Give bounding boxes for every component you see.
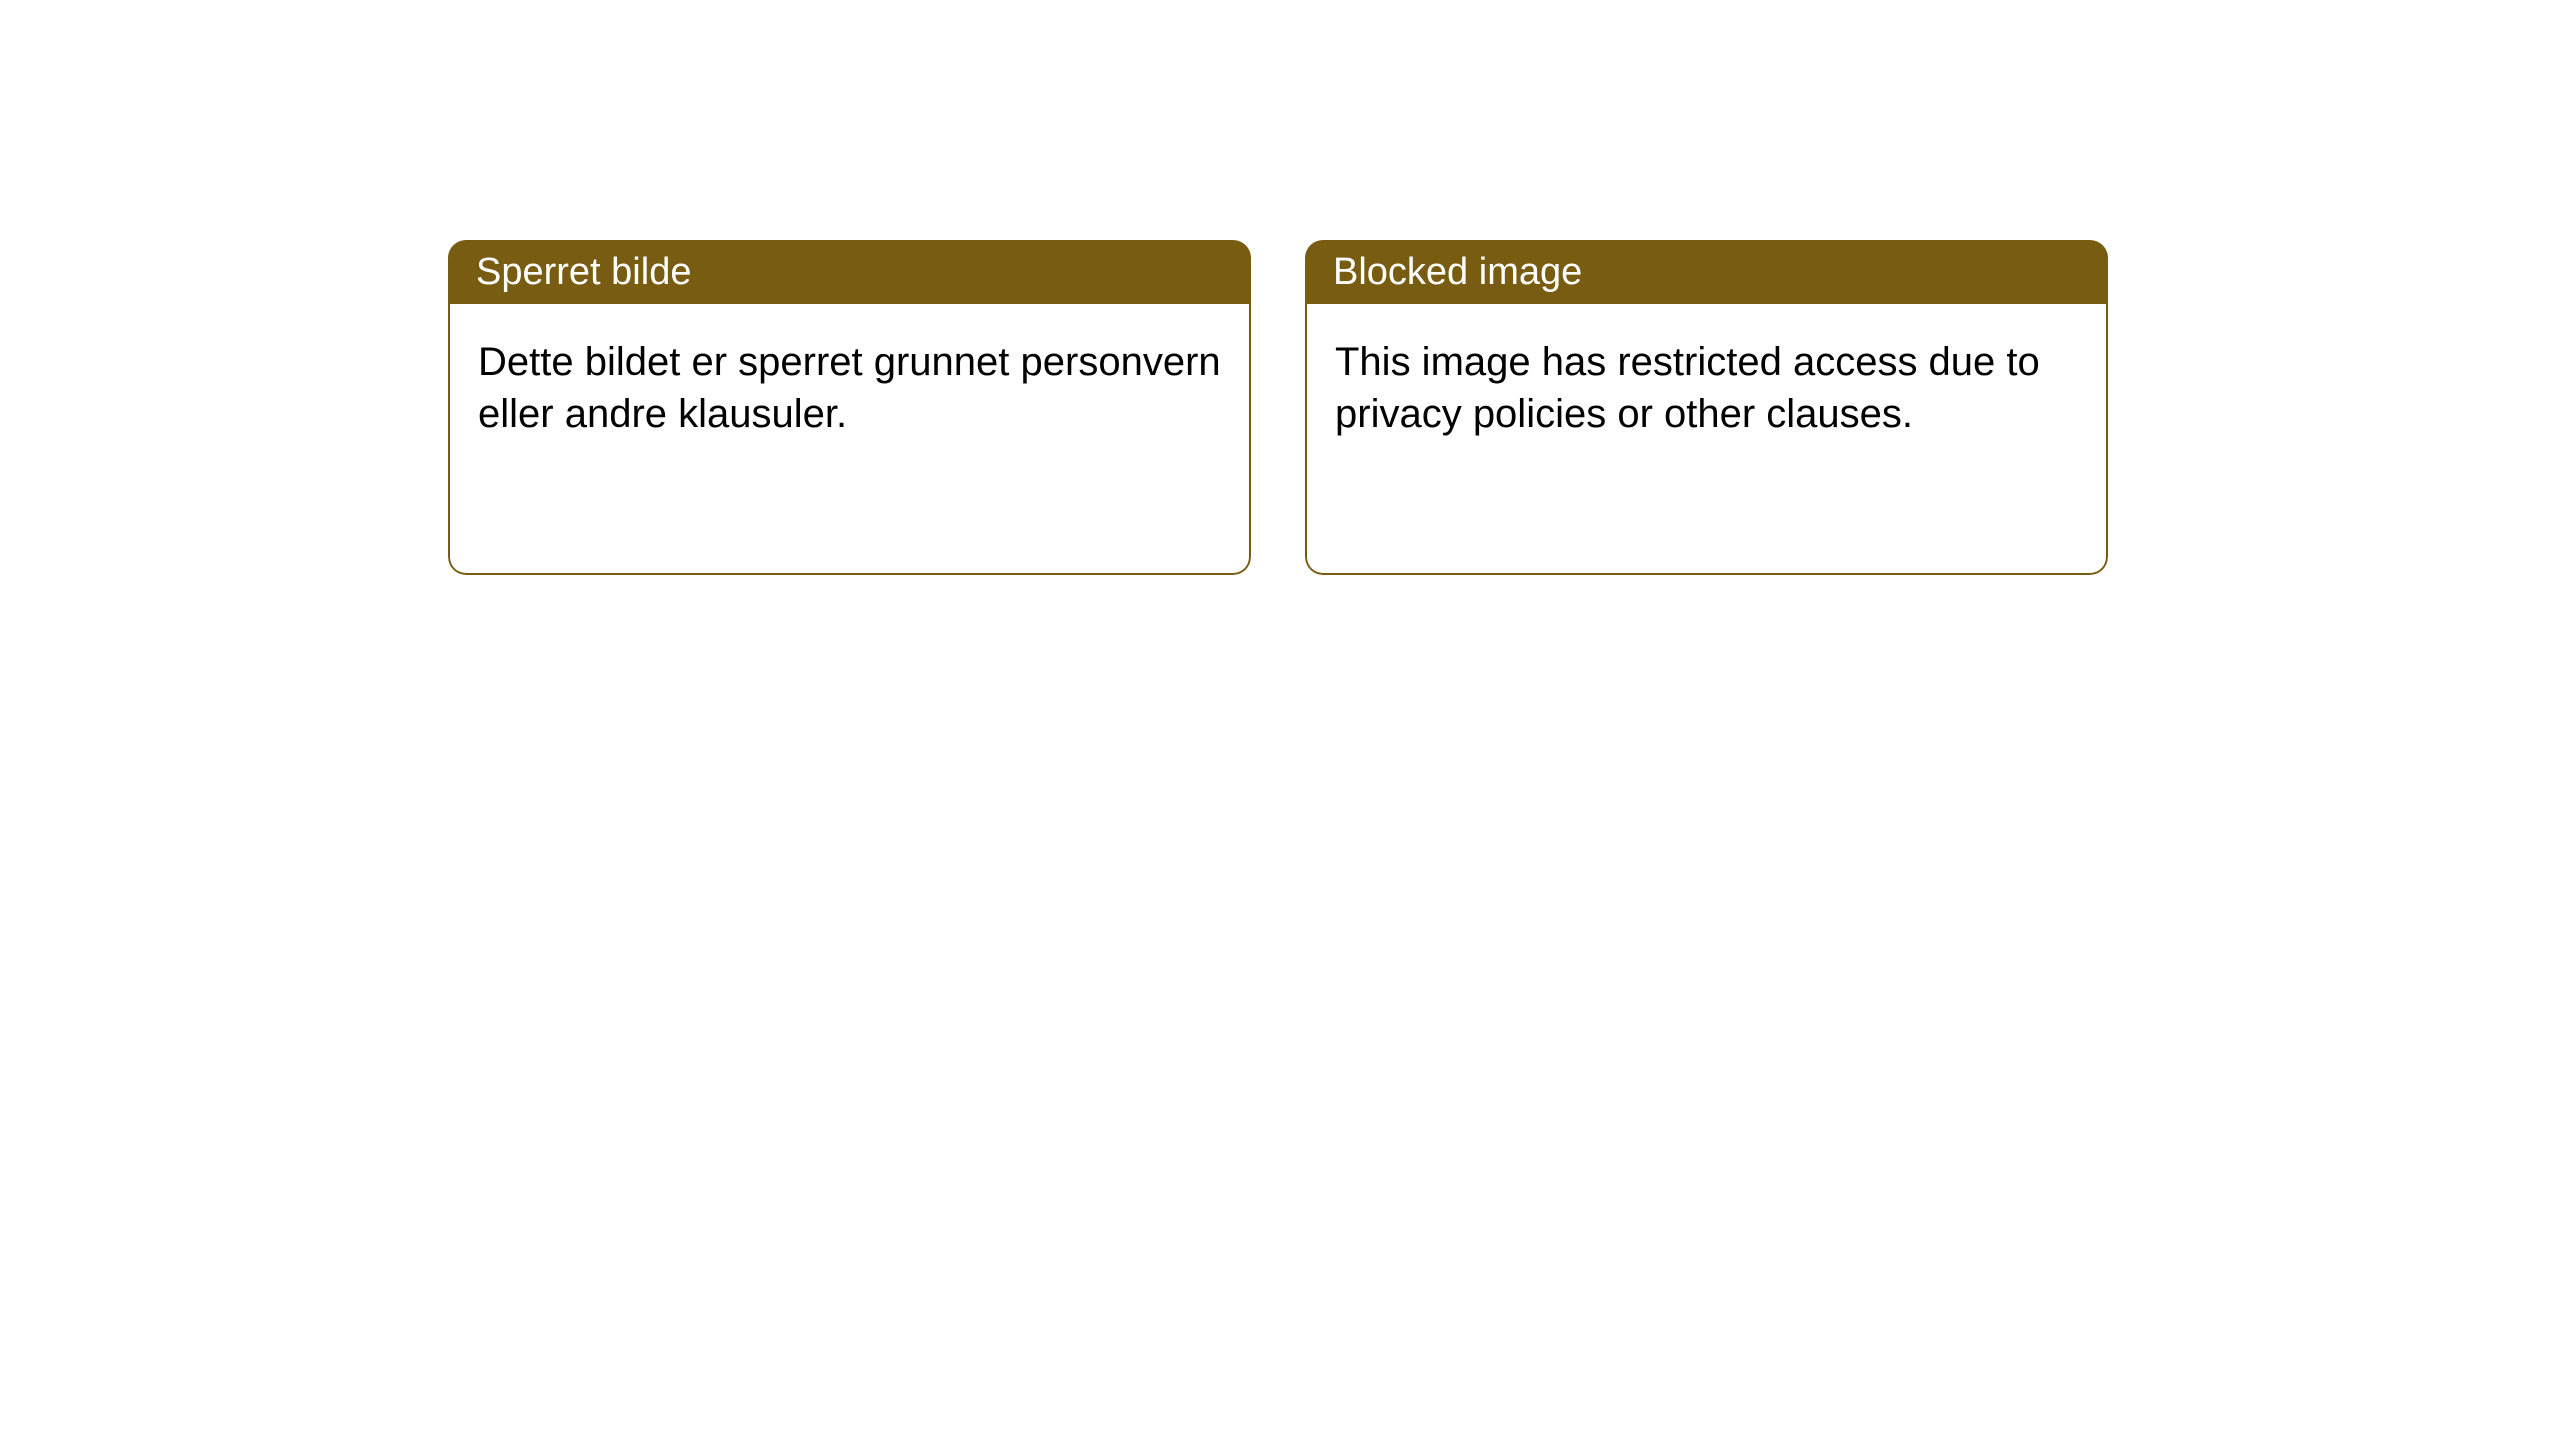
blocked-image-card-english: Blocked image This image has restricted … xyxy=(1305,240,2108,575)
card-header-norwegian: Sperret bilde xyxy=(448,240,1251,304)
card-body-norwegian: Dette bildet er sperret grunnet personve… xyxy=(448,304,1251,575)
blocked-image-card-norwegian: Sperret bilde Dette bildet er sperret gr… xyxy=(448,240,1251,575)
card-header-english: Blocked image xyxy=(1305,240,2108,304)
cards-container: Sperret bilde Dette bildet er sperret gr… xyxy=(448,240,2108,575)
card-body-english: This image has restricted access due to … xyxy=(1305,304,2108,575)
